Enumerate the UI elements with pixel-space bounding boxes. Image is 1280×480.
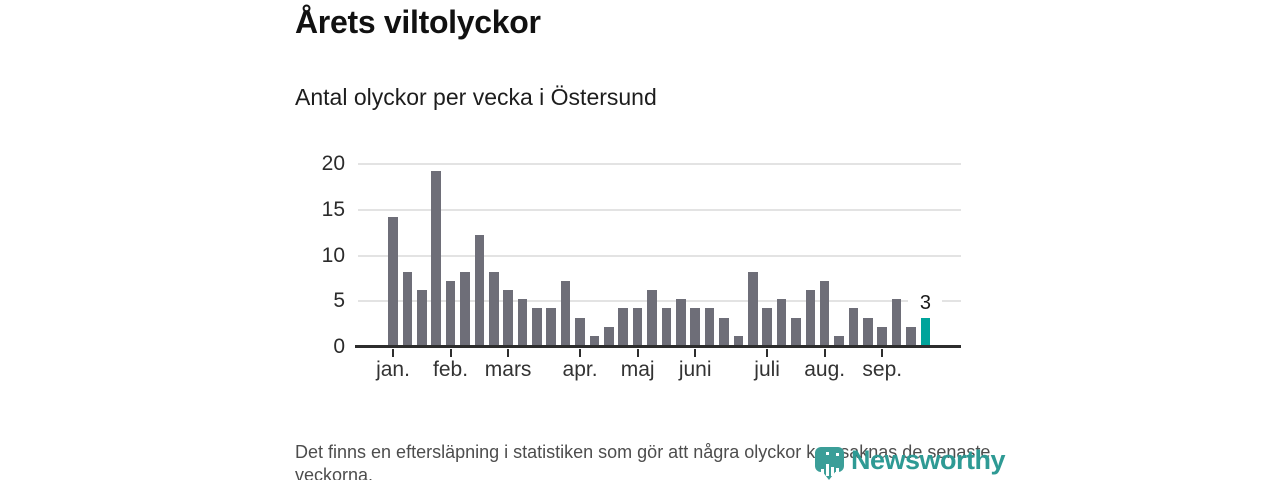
x-axis-label-juni: juni (678, 358, 712, 381)
bar-week (632, 308, 643, 345)
bar-week (560, 280, 571, 345)
bar-week (517, 299, 528, 345)
x-axis-tick-feb (449, 349, 452, 357)
gridline-20 (358, 163, 961, 165)
bar-week (532, 308, 542, 345)
bar-week (863, 317, 873, 345)
bar-week (762, 308, 772, 345)
logo-exclamation-dot (836, 453, 839, 456)
x-axis-tick-mars (507, 349, 510, 357)
bar-week (589, 335, 600, 345)
x-axis-label-apr: apr. (562, 358, 598, 381)
bar-week (891, 299, 902, 345)
x-axis-tick-apr (579, 349, 582, 357)
bar-week (704, 308, 715, 345)
y-axis-label-5: 5 (333, 289, 345, 313)
bar-week (848, 308, 859, 345)
y-axis-label-10: 10 (321, 243, 345, 267)
x-axis-label-aug: aug. (804, 358, 846, 381)
x-axis-label-juli: juli (754, 358, 780, 381)
y-axis-label-0: 0 (333, 335, 345, 358)
logo-chart-dot (826, 452, 829, 455)
bar-week (719, 317, 729, 345)
highlight-value-label: 3 (908, 291, 943, 314)
gridline-15 (358, 208, 961, 211)
newsworthy-logo-icon (815, 447, 844, 480)
bar-week (791, 317, 801, 345)
bar-week (776, 299, 787, 345)
newsworthy-logo: Newsworthy (815, 445, 1006, 480)
x-axis-line (355, 345, 961, 348)
bar-week (474, 235, 485, 345)
bar-week (402, 271, 413, 345)
bar-week (604, 326, 614, 345)
x-axis-label-jan: jan. (376, 358, 410, 381)
x-axis-label-feb: feb. (433, 358, 469, 381)
y-axis-label-15: 15 (321, 197, 345, 221)
bar-week (416, 290, 427, 345)
bar-week (733, 335, 744, 345)
bar-week (747, 271, 758, 345)
logo-exclamation-bar (836, 468, 839, 476)
logo-chart-bar (831, 467, 834, 476)
bar-week (388, 216, 398, 345)
x-axis-tick-maj (636, 349, 639, 357)
bar-week (488, 271, 499, 345)
bar-week (676, 299, 686, 345)
bar-week (661, 308, 672, 345)
bar-week-highlight (920, 317, 931, 345)
chart-title: Årets viltolyckor (295, 4, 541, 40)
chart-subtitle: Antal olyckor per vecka i Östersund (295, 84, 657, 110)
bar-week (503, 290, 513, 345)
bar-week (460, 271, 470, 345)
bar-week (618, 308, 629, 345)
logo-pointer-shape (822, 471, 836, 480)
bar-week (906, 326, 916, 345)
gridline-10 (358, 254, 961, 257)
y-axis-label-20: 20 (321, 152, 345, 175)
bar-week (877, 326, 888, 345)
logo-chart-bar (821, 469, 824, 476)
x-axis-label-mars: mars (484, 358, 532, 381)
bar-week (647, 290, 657, 345)
bar-week (431, 171, 441, 345)
x-axis-tick-jan (392, 349, 394, 357)
bar-week (546, 308, 557, 345)
gridline-5 (358, 300, 961, 303)
bar-week (819, 280, 830, 345)
x-axis-tick-juli (766, 349, 769, 357)
x-axis-tick-juni (694, 349, 697, 357)
bar-week (805, 290, 816, 345)
bar-week (834, 335, 844, 345)
bar-week (445, 280, 456, 345)
bar-chart-plot-area: 0 5 10 15 20 jan. feb. mars apr. maj juni juli aug. s… (322, 153, 961, 381)
x-axis-label-maj: maj (620, 358, 655, 381)
bar-week (575, 317, 585, 345)
logo-bubble-shape (815, 447, 844, 472)
x-axis-tick-sep (881, 349, 884, 357)
bar-week (690, 308, 700, 345)
x-axis-label-sep: sep. (862, 358, 903, 381)
newsworthy-logo-text: Newsworthy (851, 445, 1006, 475)
x-axis-tick-aug (823, 349, 826, 357)
logo-chart-bar (826, 464, 829, 476)
